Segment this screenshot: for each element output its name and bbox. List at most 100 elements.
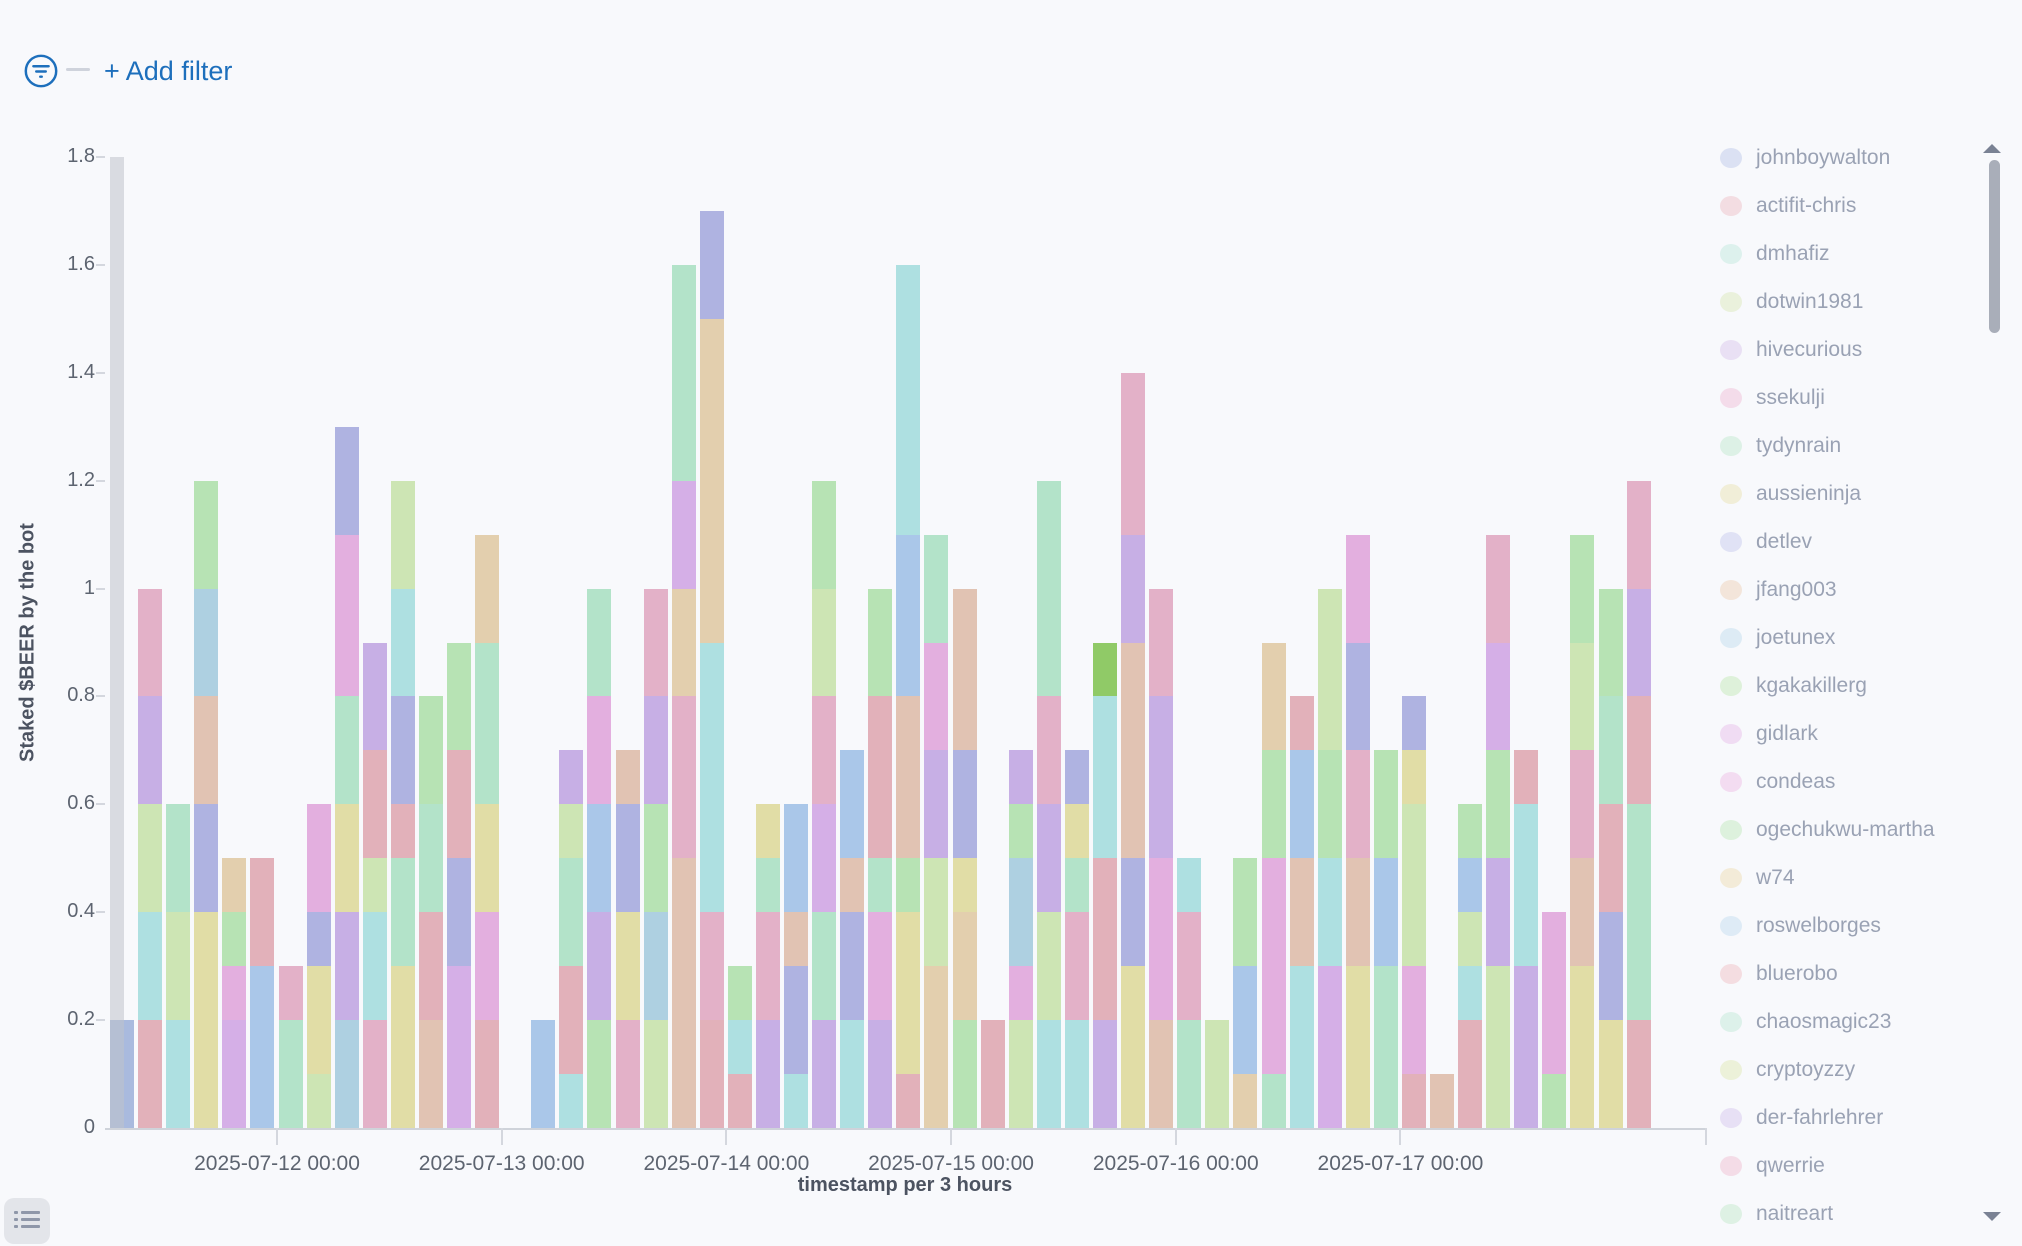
bar-segment-light_blue [194, 588, 219, 697]
bar-segment-orchid [222, 966, 247, 1021]
stacked-bar[interactable] [531, 1020, 556, 1128]
stacked-bar[interactable] [1570, 534, 1595, 1128]
stacked-bar[interactable] [1064, 750, 1089, 1128]
stacked-bar[interactable] [334, 426, 359, 1128]
stacked-bar[interactable] [1514, 750, 1539, 1128]
legend-item-jfang003[interactable]: jfang003 [1720, 566, 1982, 614]
stacked-bar[interactable] [390, 480, 415, 1128]
legend-scrollbar[interactable] [1989, 160, 2000, 333]
legend-item-joetunex[interactable]: joetunex [1720, 614, 1982, 662]
legend-item-dotwin1981[interactable]: dotwin1981 [1720, 278, 1982, 326]
bar-segment-pale_green [138, 804, 163, 913]
legend-item-johnboywalton[interactable]: johnboywalton [1720, 134, 1982, 182]
x-tick-label: 2025-07-14 00:00 [643, 1152, 810, 1175]
bar-segment-tan [615, 750, 640, 805]
stacked-bar[interactable] [222, 858, 247, 1128]
stacked-bar[interactable] [1345, 534, 1370, 1128]
legend-item-cryptoyzzy[interactable]: cryptoyzzy [1720, 1046, 1982, 1094]
stacked-bar[interactable] [727, 966, 752, 1128]
stacked-bar[interactable] [784, 804, 809, 1128]
stacked-bar[interactable] [250, 858, 275, 1128]
legend-item-detlev[interactable]: detlev [1720, 518, 1982, 566]
bar-segment-orchid [1008, 966, 1033, 1021]
stacked-bar[interactable] [952, 588, 977, 1128]
stacked-bar[interactable] [671, 264, 696, 1128]
stacked-bar[interactable] [1149, 588, 1174, 1128]
legend-item-w74[interactable]: w74 [1720, 854, 1982, 902]
stacked-bar[interactable] [1401, 696, 1426, 1128]
stacked-bar[interactable] [980, 1020, 1005, 1128]
stacked-bar[interactable] [1430, 1074, 1455, 1128]
stacked-bar[interactable] [812, 480, 837, 1128]
legend-toggle-button[interactable] [4, 1198, 50, 1244]
stacked-bar[interactable] [1317, 588, 1342, 1128]
stacked-bar[interactable] [868, 588, 893, 1128]
bar-segment-pale_green [1458, 912, 1483, 967]
stacked-bar[interactable] [362, 642, 387, 1128]
stacked-bar[interactable] [1233, 858, 1258, 1128]
stacked-bar[interactable] [1598, 588, 1623, 1128]
legend-item-ssekulji[interactable]: ssekulji [1720, 374, 1982, 422]
stacked-bar[interactable] [755, 804, 780, 1128]
stacked-bar[interactable] [1626, 480, 1651, 1128]
stacked-bar[interactable] [1093, 642, 1117, 1128]
stacked-bar[interactable] [306, 804, 331, 1128]
bar-segment-cyan [1036, 1020, 1061, 1128]
stacked-bar[interactable] [1205, 1020, 1230, 1128]
legend-scroll-down-icon[interactable] [1983, 1212, 2001, 1221]
legend-item-dmhafiz[interactable]: dmhafiz [1720, 230, 1982, 278]
bar-segment-cyan [362, 912, 387, 1021]
legend-item-qwerrie[interactable]: qwerrie [1720, 1142, 1982, 1190]
bar-segment-lavender [362, 642, 387, 751]
stacked-bar[interactable] [643, 588, 668, 1128]
bar-segment-mint_green [418, 696, 443, 805]
legend-label: roswelborges [1756, 914, 1881, 937]
stacked-bar[interactable] [587, 588, 612, 1128]
stacked-bar[interactable] [896, 264, 921, 1128]
legend-item-gidlark[interactable]: gidlark [1720, 710, 1982, 758]
stacked-bar[interactable] [138, 588, 163, 1128]
stacked-bar[interactable] [1036, 480, 1061, 1128]
legend-item-chaosmagic23[interactable]: chaosmagic23 [1720, 998, 1982, 1046]
bar-segment-violet [222, 1020, 247, 1128]
stacked-bar[interactable] [1008, 750, 1033, 1128]
legend-item-bluerobo[interactable]: bluerobo [1720, 950, 1982, 998]
stacked-bar[interactable] [1121, 372, 1146, 1128]
legend-item-roswelborges[interactable]: roswelborges [1720, 902, 1982, 950]
legend-item-actifit-chris[interactable]: actifit-chris [1720, 182, 1982, 230]
legend-item-hivecurious[interactable]: hivecurious [1720, 326, 1982, 374]
stacked-bar[interactable] [615, 750, 640, 1128]
stacked-bar[interactable] [166, 804, 191, 1128]
legend-item-kgakakillerg[interactable]: kgakakillerg [1720, 662, 1982, 710]
legend-item-naitreart[interactable]: naitreart [1720, 1190, 1982, 1238]
y-tick-label: 0.2 [67, 1008, 95, 1031]
stacked-bar[interactable] [1289, 696, 1314, 1128]
legend-color-dot [1720, 580, 1742, 600]
bar-segment-violet [1317, 966, 1342, 1128]
legend-item-tydynrain[interactable]: tydynrain [1720, 422, 1982, 470]
stacked-bar[interactable] [1177, 858, 1202, 1128]
stacked-bar[interactable] [1458, 804, 1483, 1128]
stacked-bar[interactable] [1261, 642, 1286, 1128]
legend-item-ogechukwu-martha[interactable]: ogechukwu-martha [1720, 806, 1982, 854]
stacked-bar[interactable] [1542, 912, 1567, 1128]
bar-segment-mint_green [222, 912, 247, 967]
stacked-bar[interactable] [475, 534, 500, 1128]
stacked-bar[interactable] [447, 642, 472, 1128]
add-filter-button[interactable]: + Add filter [104, 56, 233, 86]
stacked-bar[interactable] [840, 750, 865, 1128]
legend-item-aussieninja[interactable]: aussieninja [1720, 470, 1982, 518]
stacked-bar[interactable] [1486, 534, 1511, 1128]
legend-scroll-up-icon[interactable] [1983, 144, 2001, 153]
legend-item-der-fahrlehrer[interactable]: der-fahrlehrer [1720, 1094, 1982, 1142]
bar-segment-teal_mint [868, 858, 893, 913]
stacked-bar[interactable] [418, 696, 443, 1128]
legend-item-condeas[interactable]: condeas [1720, 758, 1982, 806]
stacked-bar[interactable] [559, 750, 584, 1128]
stacked-bar[interactable] [924, 534, 949, 1128]
stacked-bar[interactable] [1373, 750, 1398, 1128]
stacked-bar[interactable] [699, 210, 724, 1128]
filter-circle-icon[interactable] [22, 52, 60, 90]
stacked-bar[interactable] [278, 966, 303, 1128]
stacked-bar[interactable] [194, 480, 219, 1128]
